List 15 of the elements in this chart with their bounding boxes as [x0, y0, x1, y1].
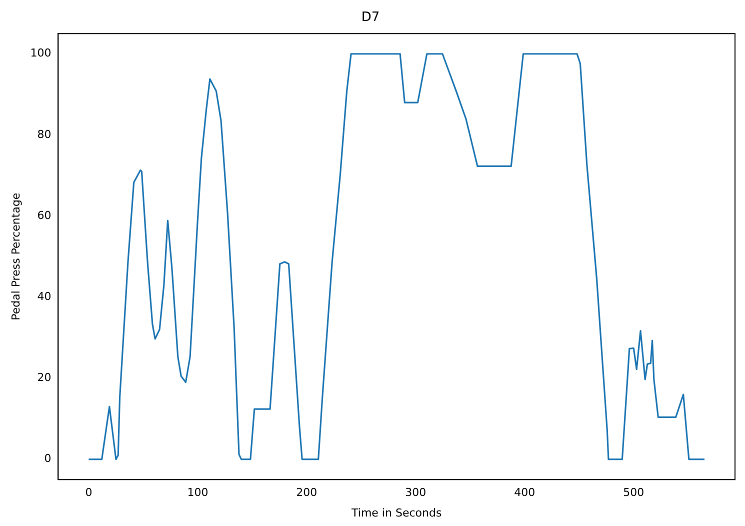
x-tick-label: 100: [187, 486, 208, 500]
y-tick-label: 80: [37, 128, 52, 141]
y-tick-label: 100: [30, 46, 52, 60]
y-tick-label: 20: [37, 371, 52, 384]
x-tick-label: 200: [296, 486, 318, 500]
x-tick-label: 500: [623, 486, 644, 500]
x-tick-label: 0: [85, 486, 92, 500]
x-axis-title: Time in Seconds: [350, 506, 442, 520]
y-axis-title: Pedal Press Percentage: [9, 192, 22, 320]
x-tick-label: 400: [514, 486, 536, 500]
y-tick-label: 0: [44, 452, 52, 466]
y-tick-label: 60: [37, 208, 52, 222]
x-tick-label: 300: [405, 486, 426, 500]
chart-title: D7: [361, 10, 380, 26]
y-tick-label: 40: [37, 290, 52, 304]
